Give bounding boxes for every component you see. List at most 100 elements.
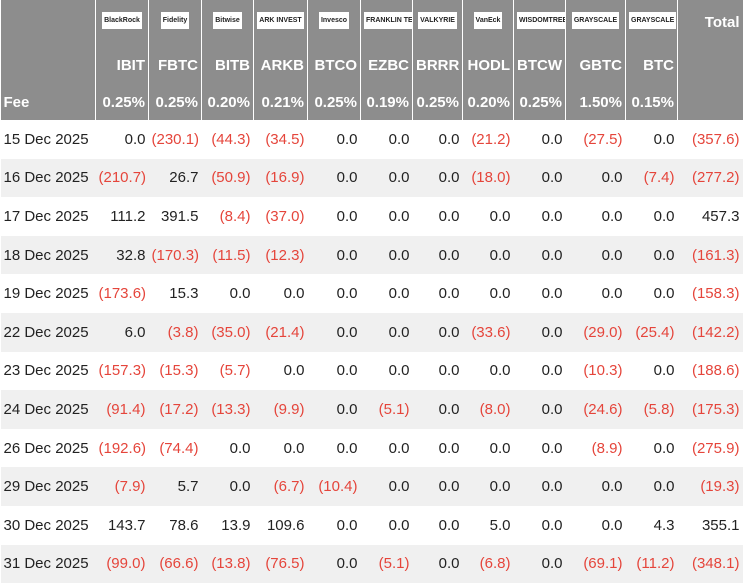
brand-logo: GRAYSCALE (571, 12, 620, 29)
flow-value: (8.9) (591, 439, 623, 457)
data-row: 26 Dec 2025 (192.6) (74.4) 0.0 0.0 0.0 0.0 0.0 0… (1, 429, 743, 468)
flow-value: 111.2 (110, 207, 146, 225)
corner-cell (0, 0, 96, 45)
data-row: 17 Dec 2025 111.2 391.5 (8.4) (37.0) 0.0 0.0 0.… (1, 197, 743, 236)
flow-value: 0.0 (412, 158, 463, 198)
flow-value: 0.0 (438, 439, 460, 457)
flow-value: 0.0 (489, 362, 511, 380)
empty-cell (677, 45, 743, 85)
data-row: 16 Dec 2025 (210.7) 26.7 (50.9) (16.9) 0.0 0.0… (0, 158, 743, 198)
flow-value: (158.3) (691, 285, 740, 303)
flow-value: 0.0 (513, 390, 566, 429)
fee-label: Fee (0, 85, 96, 120)
flow-value: (277.2) (677, 158, 743, 198)
brand-logo: Invesco (318, 12, 350, 29)
date: 26 Dec 2025 (3, 439, 89, 457)
flow-value: (5.8) (625, 390, 678, 429)
logo-cell: FRANKLIN TEMPLETON (360, 0, 413, 45)
empty-cell (677, 85, 743, 120)
flow-value: 0.0 (360, 235, 413, 275)
flow-value: 0.0 (229, 285, 251, 303)
ticker: BITB (201, 45, 254, 85)
flow-value: 0.0 (489, 207, 511, 225)
flow-value: (11.5) (201, 235, 254, 275)
flow-value: 0.0 (541, 439, 563, 457)
flow-value: 0.0 (412, 312, 463, 352)
flow-value: 0.0 (541, 130, 563, 148)
flow-value: 0.0 (541, 285, 563, 303)
fee: 0.25% (95, 85, 149, 120)
flow-value: 0.0 (307, 312, 361, 352)
flow-value: (161.3) (677, 235, 743, 275)
flow-value: 0.0 (307, 390, 361, 429)
flow-value: (69.1) (565, 544, 626, 584)
flow-value: 0.0 (513, 544, 566, 584)
flow-value: (91.4) (95, 390, 149, 429)
flow-value: 391.5 (160, 207, 199, 225)
fee: 0.25% (307, 85, 361, 120)
flow-value: (230.1) (151, 130, 200, 148)
fee: 0.25% (513, 85, 566, 120)
flow-value: (9.9) (253, 390, 308, 429)
flow-value: 0.0 (388, 285, 410, 303)
flow-value: 0.0 (513, 312, 566, 352)
flow-value: 0.0 (360, 467, 413, 506)
date: 24 Dec 2025 (0, 390, 96, 429)
fee: 0.20% (462, 85, 514, 120)
logo-cell: Bitwise (201, 0, 254, 45)
flow-value: 0.0 (283, 285, 305, 303)
flow-value: (16.9) (253, 158, 308, 198)
flow-value: (192.6) (98, 439, 147, 457)
flow-value: 0.0 (541, 362, 563, 380)
date: 29 Dec 2025 (0, 467, 96, 506)
ticker: BTCW (513, 45, 566, 85)
flow-value: 0.0 (412, 467, 463, 506)
flow-value: (50.9) (201, 158, 254, 198)
brand-logo: Bitwise (213, 12, 242, 29)
flow-value: 0.0 (336, 362, 358, 380)
flow-value: 0.0 (438, 516, 460, 534)
flow-value: 0.0 (307, 544, 361, 584)
flow-value: 0.0 (412, 544, 463, 584)
flow-value: 457.3 (701, 207, 740, 225)
total-header: Total (677, 0, 743, 45)
date: 17 Dec 2025 (3, 207, 89, 225)
flow-value: 6.0 (95, 312, 149, 352)
fee: 0.20% (201, 85, 254, 120)
flow-value: (275.9) (691, 439, 740, 457)
data-row: 31 Dec 2025 (99.0) (66.6) (13.8) (76.5) 0.0 (5… (0, 544, 743, 584)
flow-value: (33.6) (462, 312, 514, 352)
flow-value: 0.0 (489, 439, 511, 457)
ticker-row: IBIT FBTC BITB ARKB BTCO EZBC BRRR HODL BTCW GBTC… (0, 45, 743, 85)
flow-value: 0.0 (653, 207, 675, 225)
fee: 1.50% (565, 85, 626, 120)
flow-value: (157.3) (98, 362, 147, 380)
flow-value: 0.0 (283, 439, 305, 457)
logo-cell: Fidelity (148, 0, 202, 45)
flow-value: 0.0 (653, 285, 675, 303)
ticker: HODL (462, 45, 514, 85)
corner-cell (0, 45, 96, 85)
logo-row: BlackRock Fidelity Bitwise ARK INVEST Invesc… (0, 0, 743, 45)
flow-value: 0.0 (513, 158, 566, 198)
flow-value: (6.8) (462, 544, 514, 584)
flow-value: 0.0 (565, 158, 626, 198)
flow-value: (34.5) (265, 130, 305, 148)
flow-value: 0.0 (412, 390, 463, 429)
fee: 0.15% (625, 85, 678, 120)
flow-value: 13.9 (221, 516, 251, 534)
date: 31 Dec 2025 (0, 544, 96, 584)
data-row: 30 Dec 2025 143.7 78.6 13.9 109.6 0.0 0.0 0.0 5.… (1, 506, 743, 545)
flow-value: (25.4) (625, 312, 678, 352)
flow-value: 0.0 (336, 285, 358, 303)
flow-value: (44.3) (211, 130, 251, 148)
fee: 0.21% (253, 85, 308, 120)
flow-value: 0.0 (513, 467, 566, 506)
flow-value: 5.0 (489, 516, 511, 534)
ticker: BRRR (412, 45, 463, 85)
flow-value: (35.0) (201, 312, 254, 352)
flow-value: 0.0 (438, 207, 460, 225)
flow-value: 0.0 (462, 235, 514, 275)
flow-value: 0.0 (307, 235, 361, 275)
